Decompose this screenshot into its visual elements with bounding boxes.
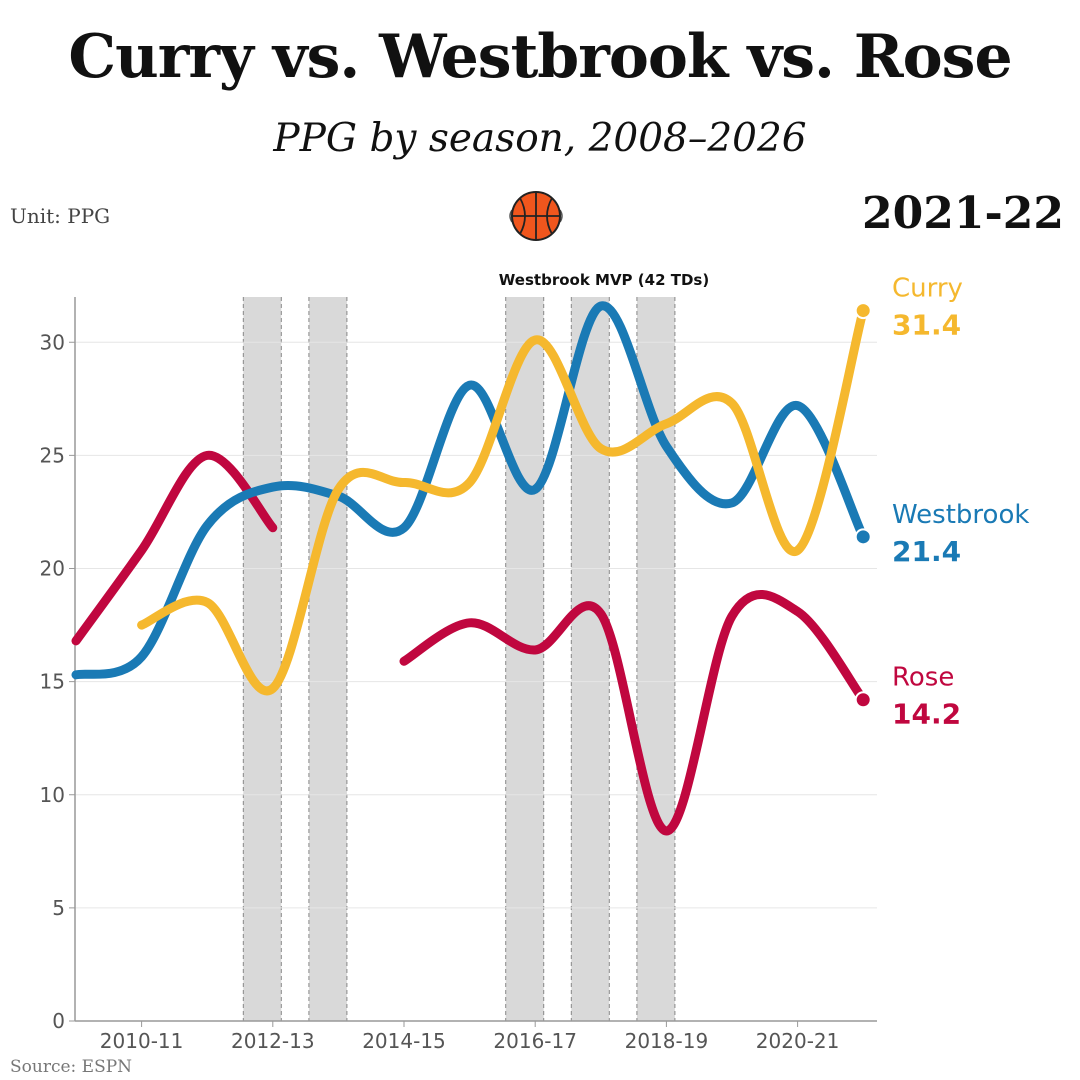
x-tick-label: 2018-19: [625, 1029, 709, 1053]
unit-label: Unit: PPG: [10, 204, 111, 228]
x-tick-label: 2016-17: [493, 1029, 577, 1053]
x-tick-label: 2012-13: [231, 1029, 315, 1053]
series-lines: [71, 301, 872, 836]
curry-end-value: 31.4: [892, 309, 961, 342]
westbrook-end-point: [854, 528, 872, 546]
page-title: Curry vs. Westbrook vs. Rose: [68, 22, 1012, 92]
y-tick-label: 15: [40, 670, 65, 694]
highlight-band-2011-12: [243, 297, 282, 1021]
y-tick-label: 25: [40, 443, 65, 467]
y-tick-label: 10: [40, 783, 65, 807]
x-tick-label: 2020-21: [756, 1029, 840, 1053]
rose-end-name: Rose: [892, 663, 954, 693]
curry-end-name: Curry: [892, 274, 963, 304]
current-season-label: 2021-22: [862, 188, 1064, 239]
westbrook-end-value: 21.4: [892, 535, 961, 568]
mvp-annotation: Westbrook MVP (42 TDs): [499, 271, 709, 289]
y-tick-label: 0: [52, 1009, 65, 1033]
highlight-band-2017-18: [636, 297, 675, 1021]
highlight-band-2015-16: [505, 297, 544, 1021]
rose-line: [399, 590, 868, 836]
curry-line: [137, 306, 868, 696]
tick-labels: 0 5 10 15 20 25 30 2010-11 2012-13 2014-15 2016-17…: [40, 330, 840, 1053]
y-tick-label: 30: [40, 330, 65, 354]
page-subtitle: PPG by season, 2008–2026: [273, 116, 807, 161]
y-tick-label: 20: [40, 557, 65, 581]
curry-end-point: [854, 302, 872, 320]
rose-line: [71, 450, 278, 646]
series-end-labels: Curry 31.4 Westbrook 21.4 Rose 14.2: [892, 274, 1029, 731]
x-tick-label: 2014-15: [362, 1029, 446, 1053]
highlight-bands: [242, 297, 676, 1021]
x-tick-label: 2010-11: [100, 1029, 184, 1053]
rose-end-point: [854, 691, 872, 709]
source-label: Source: ESPN: [10, 1057, 133, 1077]
axes: [74, 297, 877, 1022]
rose-end-value: 14.2: [892, 698, 961, 731]
highlight-band-2012-13: [308, 297, 347, 1021]
basketball-icon: [509, 191, 563, 241]
y-tick-label: 5: [52, 896, 65, 920]
westbrook-end-name: Westbrook: [892, 500, 1029, 530]
